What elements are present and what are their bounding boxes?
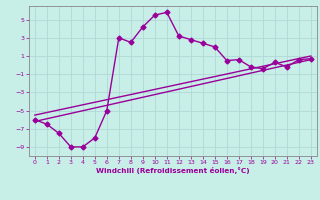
X-axis label: Windchill (Refroidissement éolien,°C): Windchill (Refroidissement éolien,°C) (96, 167, 250, 174)
